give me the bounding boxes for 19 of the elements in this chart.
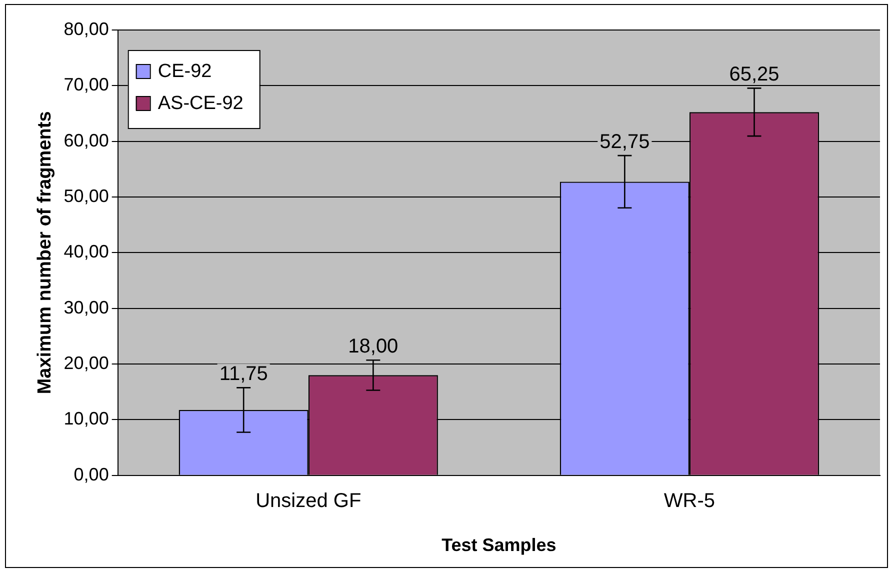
data-label: 11,75: [219, 363, 268, 386]
data-label: 65,25: [729, 64, 780, 86]
y-tick-label: 40,00: [64, 242, 109, 262]
y-tick-label: 30,00: [64, 297, 109, 318]
y-tick-label: 60,00: [64, 130, 109, 150]
y-tick-label: 80,00: [64, 18, 109, 39]
data-label: 52,75: [600, 131, 650, 154]
y-tick-label: 50,00: [64, 186, 109, 206]
y-tick-label: 70,00: [64, 74, 109, 95]
x-tick-label: WR-5: [664, 490, 716, 512]
y-tick-label: 10,00: [64, 408, 109, 429]
y-axis-title: Maximum number of fragments: [34, 111, 56, 394]
data-label: 18,00: [348, 336, 398, 358]
y-tick-label: 0,00: [74, 464, 109, 484]
x-tick-label: Unsized GF: [256, 490, 362, 512]
y-tick-label: 20,00: [64, 353, 109, 374]
x-axis-title: Test Samples: [442, 535, 556, 556]
legend-label: CE-92: [158, 61, 212, 82]
legend-label: AS-CE-92: [158, 93, 244, 114]
